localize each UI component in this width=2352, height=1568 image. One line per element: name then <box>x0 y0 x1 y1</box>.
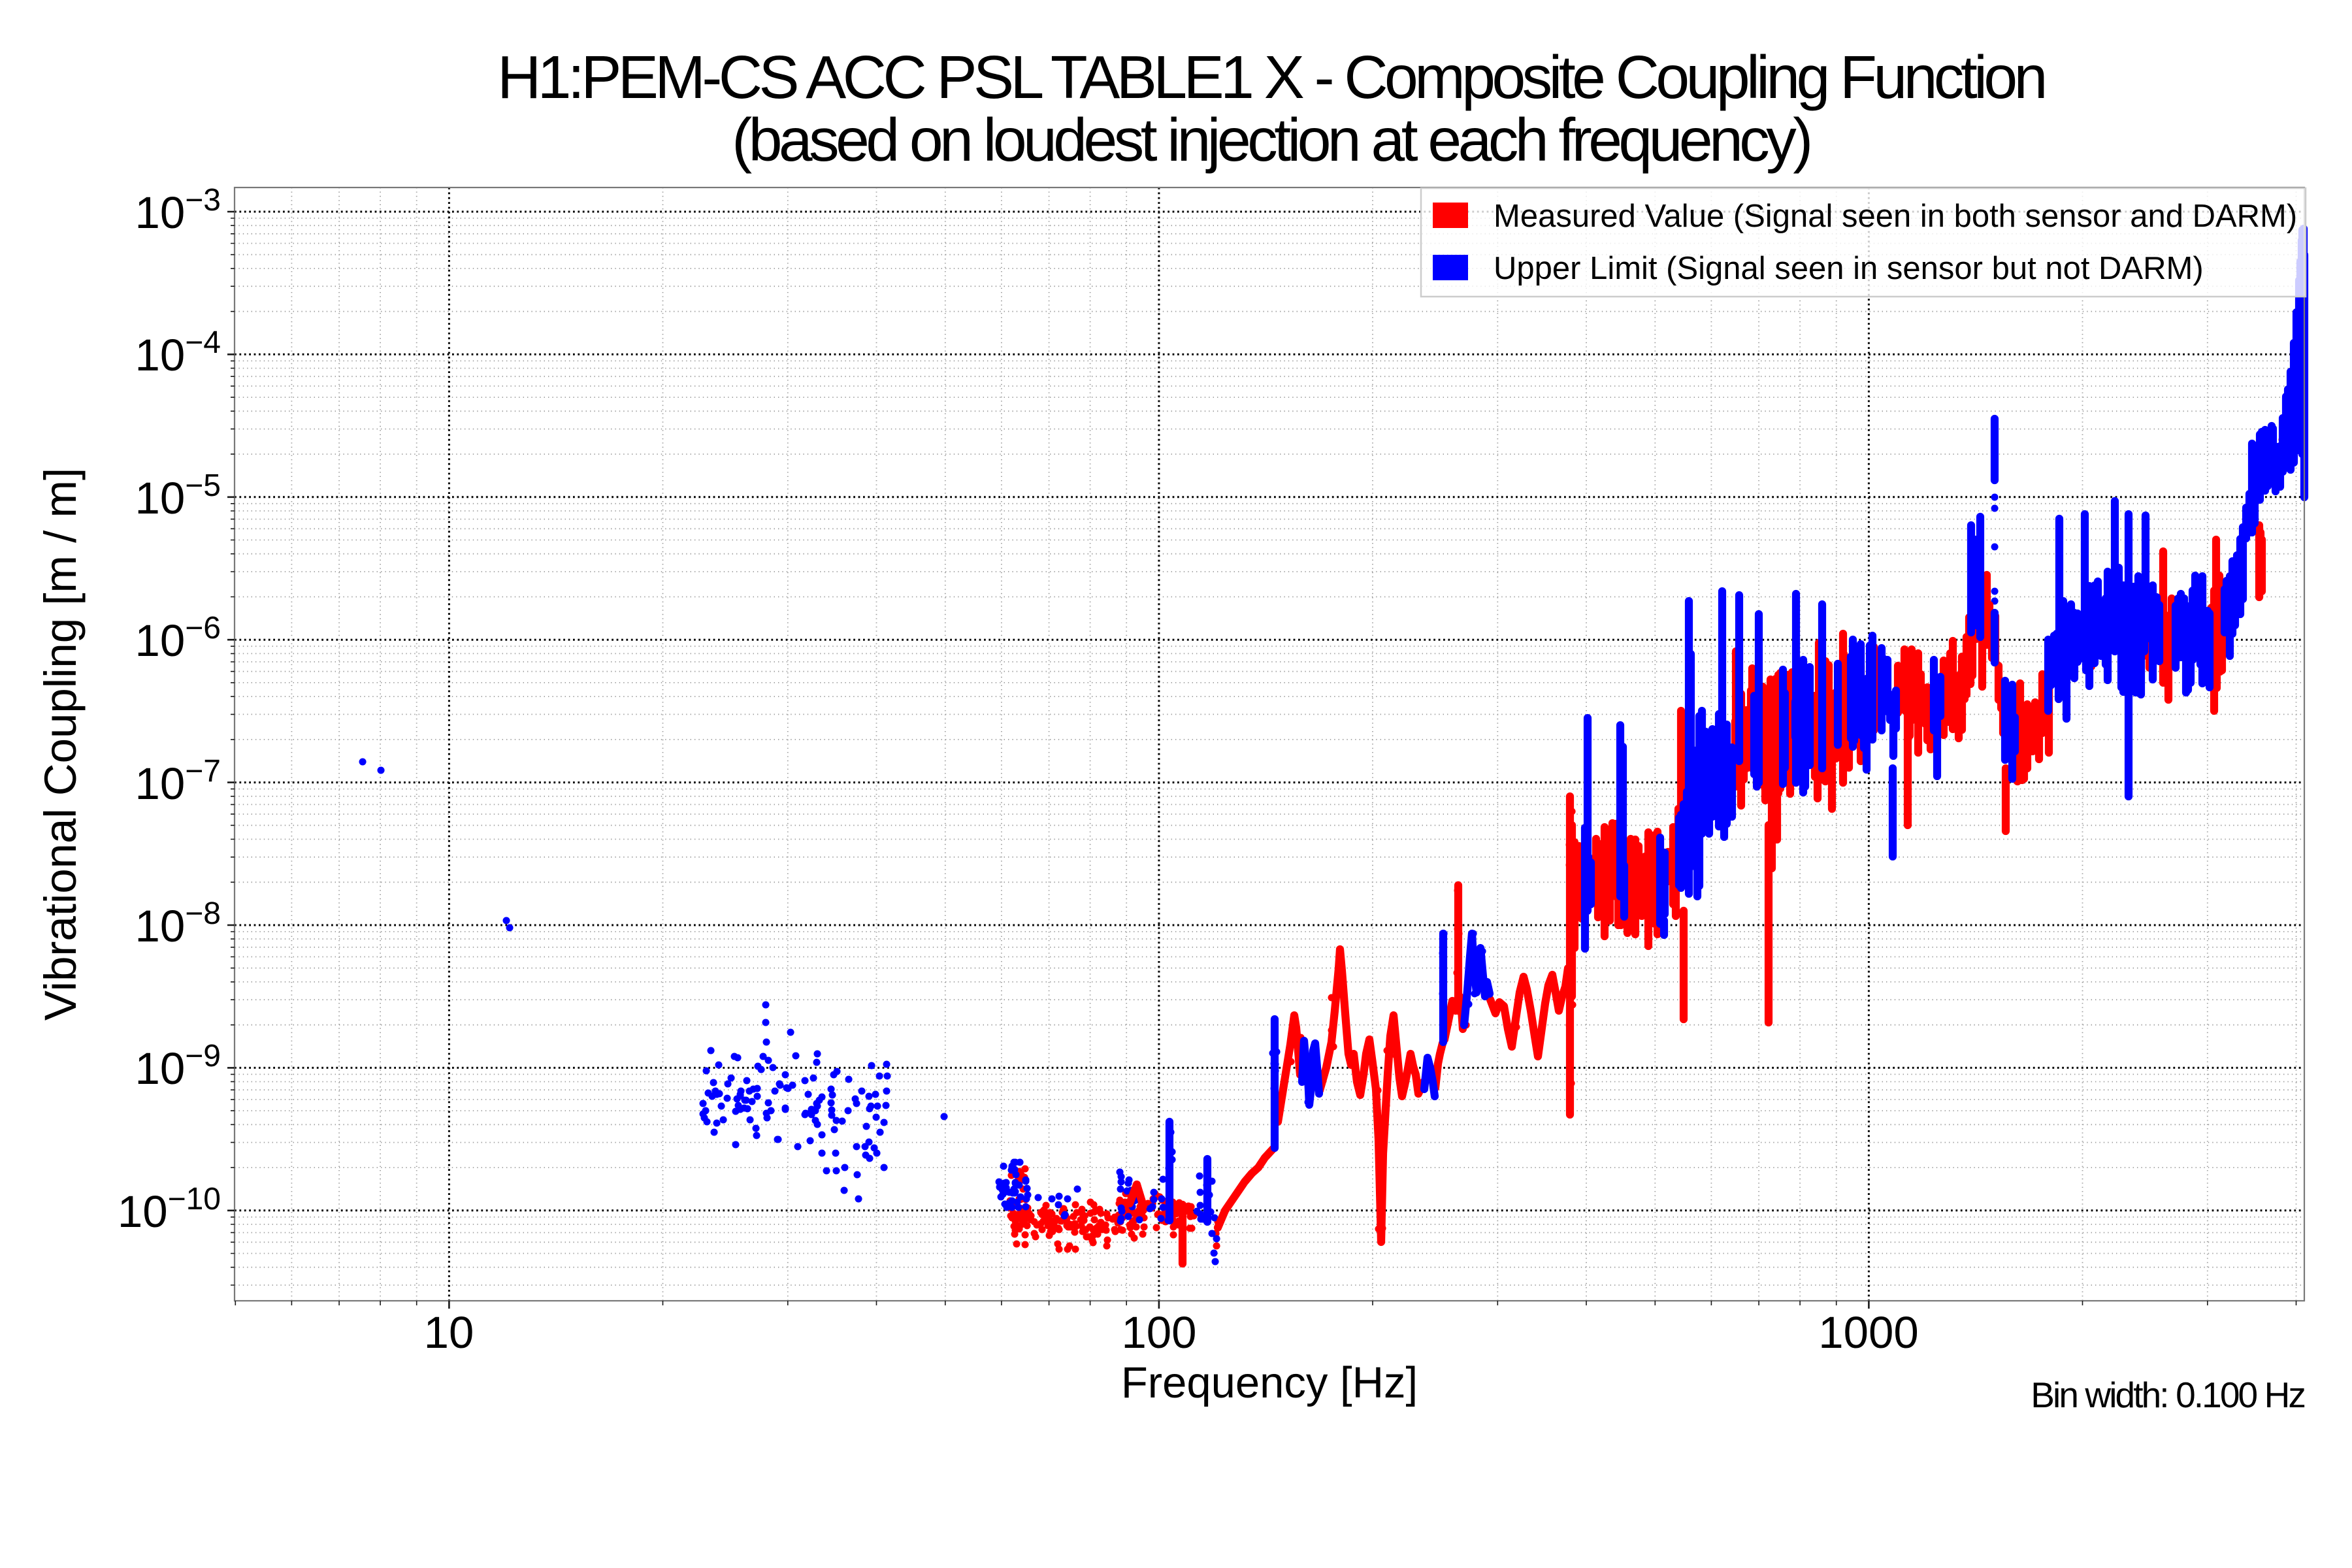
svg-text:10−3: 10−3 <box>135 183 221 238</box>
svg-text:Frequency [Hz]: Frequency [Hz] <box>1121 1358 1418 1407</box>
svg-text:10−5: 10−5 <box>135 468 221 523</box>
svg-text:Vibrational Coupling [m / m]: Vibrational Coupling [m / m] <box>35 468 86 1021</box>
svg-text:H1:PEM-CS ACC PSL TABLE1 X - C: H1:PEM-CS ACC PSL TABLE1 X - Composite C… <box>497 43 2044 111</box>
svg-text:10: 10 <box>424 1307 474 1358</box>
svg-text:(based on loudest injection at: (based on loudest injection at each freq… <box>732 106 1810 174</box>
svg-text:1000: 1000 <box>1818 1307 1919 1358</box>
svg-text:100: 100 <box>1121 1307 1196 1358</box>
svg-text:Bin width: 0.100 Hz: Bin width: 0.100 Hz <box>2031 1375 2304 1415</box>
svg-text:Measured Value (Signal seen in: Measured Value (Signal seen in both sens… <box>1494 199 2297 234</box>
svg-text:Upper Limit (Signal seen in se: Upper Limit (Signal seen in sensor but n… <box>1494 251 2204 286</box>
